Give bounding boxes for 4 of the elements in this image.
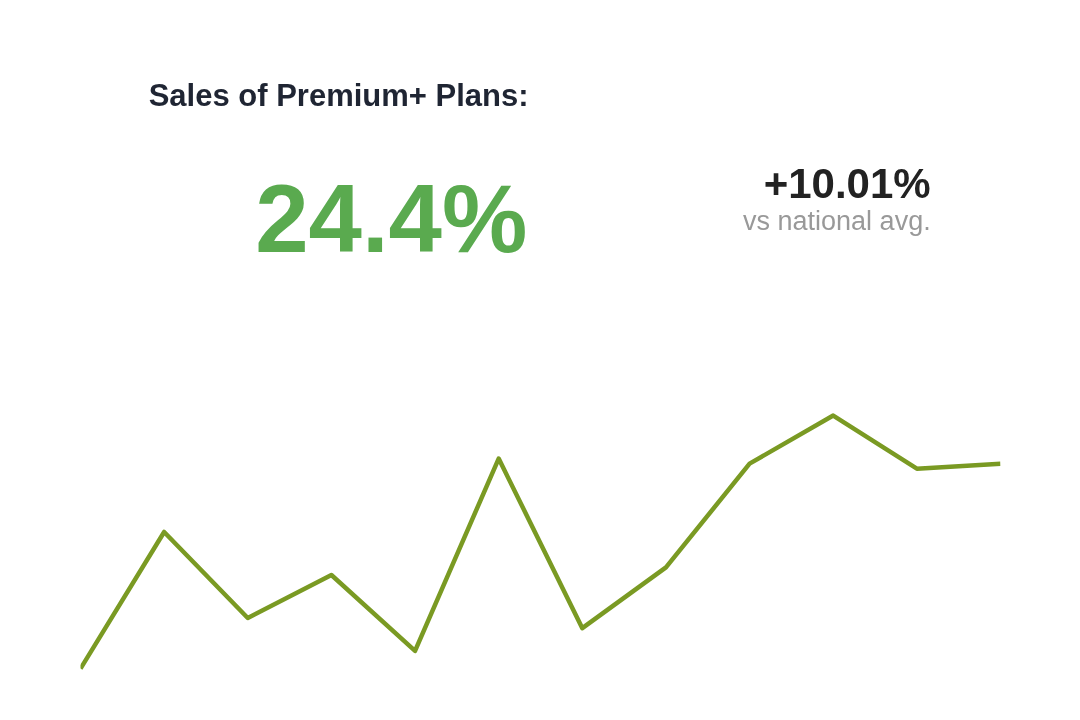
text: +10.01% bbox=[763, 160, 931, 207]
chart-title: Sales of Premium+ Plans: bbox=[148, 78, 529, 113]
text: 24.4% bbox=[255, 165, 528, 272]
text: vs national avg. bbox=[743, 205, 931, 236]
